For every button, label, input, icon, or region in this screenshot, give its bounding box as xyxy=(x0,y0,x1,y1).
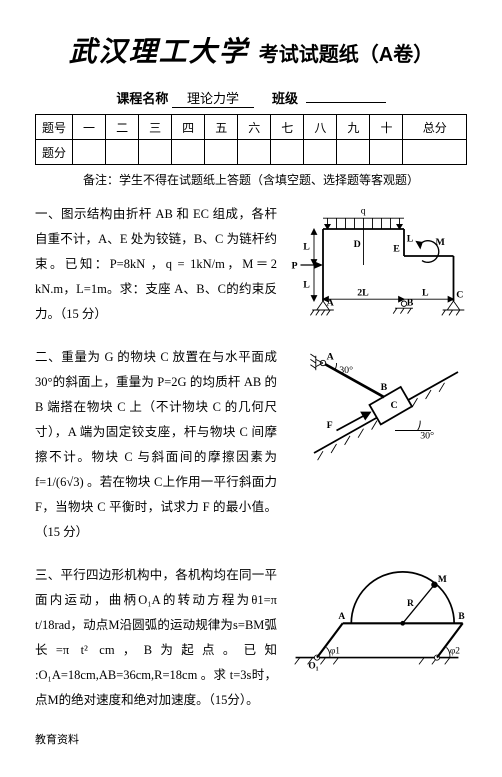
lbl3-M: M xyxy=(438,575,447,585)
exam-note: 备注：学生不得在试题纸上答题（含填空题、选择题等客观题） xyxy=(35,171,467,188)
col-total: 总分 xyxy=(403,115,467,140)
cell xyxy=(238,140,271,165)
lbl3-O1: O₁ xyxy=(308,662,318,672)
lbl-L1: L xyxy=(303,242,310,253)
course-row: 课程名称 理论力学 班级 xyxy=(35,88,467,108)
q1-text: 图示结构由折杆 AB 和 EC 组成，各杆自重不计，A、E 处为铰链，B、C 为… xyxy=(35,207,277,321)
q2-text: 重量为 G 的物块 C 放置在与水平面成 30°的斜面上，重量为 P=2G 的均… xyxy=(35,350,277,539)
q3-num: 三、 xyxy=(35,568,61,582)
row1-label: 题号 xyxy=(36,115,73,140)
col: 四 xyxy=(172,115,205,140)
col: 七 xyxy=(271,115,304,140)
lbl3-B: B xyxy=(458,612,465,622)
lbl-L2: L xyxy=(303,280,310,291)
lbl2-ang1: 30° xyxy=(339,365,353,376)
lbl-L4: L xyxy=(407,234,414,245)
lbl2-B: B xyxy=(381,382,388,393)
lbl-C: C xyxy=(456,289,463,300)
lbl-q: q xyxy=(361,206,366,217)
col: 一 xyxy=(73,115,106,140)
cell xyxy=(106,140,139,165)
score-table: 题号 一 二 三 四 五 六 七 八 九 十 总分 题分 xyxy=(35,114,467,165)
col: 九 xyxy=(337,115,370,140)
cell xyxy=(139,140,172,165)
cell xyxy=(271,140,304,165)
lbl2-A: A xyxy=(327,351,335,362)
course-label: 课程名称 xyxy=(116,91,168,106)
diagram-2: A B C F 30° 30° xyxy=(287,345,467,471)
university-name: 武汉理工大学 xyxy=(69,30,249,70)
diagram-3: A B M R O₁ φ1 φ2 xyxy=(287,563,467,675)
lbl-E: E xyxy=(393,244,400,255)
col: 十 xyxy=(370,115,403,140)
lbl3-A: A xyxy=(338,612,345,622)
cell xyxy=(172,140,205,165)
page-footer: 教育资料 xyxy=(35,731,467,747)
lbl-2L: 2L xyxy=(357,288,369,299)
lbl3-phi1: φ1 xyxy=(330,646,340,656)
lbl-L3: L xyxy=(422,288,429,299)
exam-title: 考试试题纸（A卷） xyxy=(259,38,433,67)
lbl-D: D xyxy=(354,239,361,250)
cell xyxy=(205,140,238,165)
q3-text: 平行四边形机构中，各机构均在同一平面内运动，曲柄O₁A的转动方程为θ1=π t/… xyxy=(35,568,277,707)
question-1: 一、图示结构由折杆 AB 和 EC 组成，各杆自重不计，A、E 处为铰链，B、C… xyxy=(35,202,467,327)
cell xyxy=(73,140,106,165)
col: 五 xyxy=(205,115,238,140)
row2-label: 题分 xyxy=(36,140,73,165)
lbl2-F: F xyxy=(327,420,333,431)
question-3: 三、平行四边形机构中，各机构均在同一平面内运动，曲柄O₁A的转动方程为θ1=π … xyxy=(35,563,467,713)
lbl3-R: R xyxy=(407,599,414,609)
col: 八 xyxy=(304,115,337,140)
class-label: 班级 xyxy=(272,91,298,106)
lbl-M: M xyxy=(436,237,446,248)
q1-num: 一、 xyxy=(35,207,61,221)
cell xyxy=(304,140,337,165)
cell xyxy=(337,140,370,165)
question-2: 二、重量为 G 的物块 C 放置在与水平面成 30°的斜面上，重量为 P=2G … xyxy=(35,345,467,545)
lbl-A: A xyxy=(327,298,335,309)
class-blank xyxy=(306,102,386,103)
lbl-B: B xyxy=(407,298,414,309)
q2-num: 二、 xyxy=(35,350,61,364)
lbl2-ang2: 30° xyxy=(420,431,434,442)
col: 二 xyxy=(106,115,139,140)
cell xyxy=(370,140,403,165)
lbl-P: P xyxy=(292,261,298,272)
diagram-1: q P M A B C D E L L 2L L L xyxy=(287,202,467,319)
col: 三 xyxy=(139,115,172,140)
lbl3-phi2: φ2 xyxy=(450,646,460,656)
col: 六 xyxy=(238,115,271,140)
cell xyxy=(403,140,467,165)
course-name: 理论力学 xyxy=(172,88,254,108)
lbl2-C: C xyxy=(391,400,398,411)
